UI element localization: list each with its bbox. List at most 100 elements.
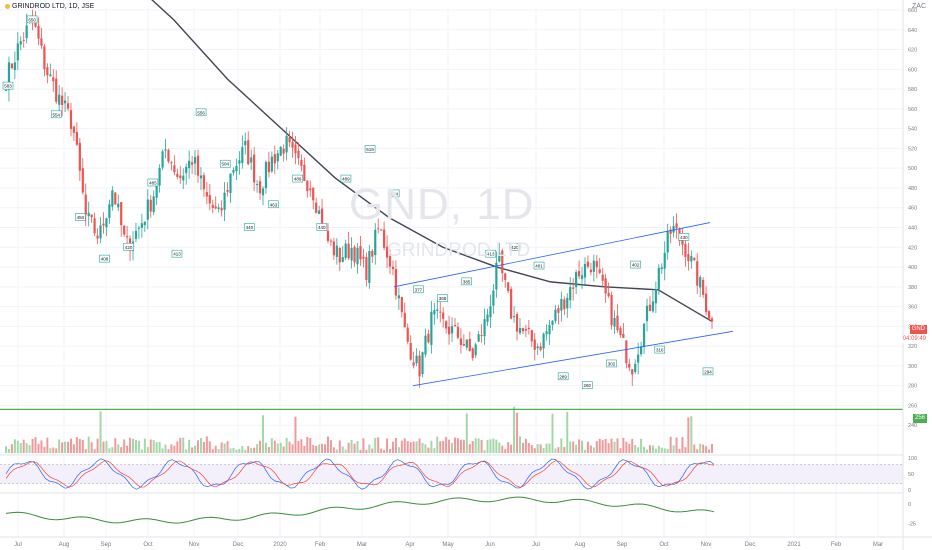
time-tick-label: 2021 xyxy=(787,542,801,548)
volume-bar xyxy=(22,439,25,453)
volume-bar xyxy=(583,449,586,453)
pivot-label-box xyxy=(171,249,183,258)
volume-bar xyxy=(69,438,72,453)
pivot-label-box xyxy=(147,178,159,187)
candle-body xyxy=(117,203,120,208)
pivot-label: 280 xyxy=(584,383,592,388)
pivot-label: 463 xyxy=(270,202,278,207)
pivot-label-box xyxy=(388,189,400,198)
candle-body xyxy=(406,327,409,342)
pivot-label: 420 xyxy=(511,245,519,250)
price-tick-label: 640 xyxy=(908,28,917,34)
candle-body xyxy=(226,189,229,192)
volume-bar xyxy=(105,440,108,453)
candle-body xyxy=(87,212,90,217)
candle-body xyxy=(690,256,693,262)
price-tick-label: 320 xyxy=(908,344,917,350)
volume-bar xyxy=(521,442,524,453)
candle-body xyxy=(58,94,61,105)
candle-body xyxy=(120,201,123,226)
volume-bar xyxy=(129,437,132,453)
candle-body xyxy=(93,218,96,234)
pivot-label-box xyxy=(340,174,352,183)
candle-body xyxy=(294,144,297,154)
volume-bar xyxy=(267,447,270,453)
candle-body xyxy=(261,188,265,196)
volume-bar xyxy=(362,438,365,453)
volume-bar xyxy=(291,444,294,453)
volume-bar xyxy=(72,444,75,453)
moving-average xyxy=(151,0,713,323)
time-tick-label: Sep xyxy=(617,542,628,548)
candle-body xyxy=(99,225,102,239)
candle-body xyxy=(362,256,365,259)
stoch-d-line xyxy=(5,460,715,488)
volume-bar xyxy=(356,441,359,453)
volume-bar xyxy=(572,441,575,453)
pivot-label: 504 xyxy=(221,162,229,167)
symbol-icon xyxy=(5,3,10,9)
candle-body xyxy=(155,185,158,198)
volume-bar xyxy=(436,436,439,453)
volume-bar xyxy=(329,440,332,453)
candle-body xyxy=(229,173,232,194)
candle-body xyxy=(13,62,16,71)
price-tick-label: 440 xyxy=(908,226,917,232)
candle-body xyxy=(16,43,19,61)
volume-bar xyxy=(324,444,327,453)
volume-bar xyxy=(669,436,672,453)
candle-body xyxy=(158,167,161,186)
volume-bar xyxy=(610,438,613,453)
volume-bar xyxy=(285,437,288,453)
candle-body xyxy=(687,254,690,261)
candle-body xyxy=(409,343,412,360)
pivot-label-box xyxy=(678,233,690,241)
time-tick-label: Sep xyxy=(101,542,112,548)
candle-body xyxy=(161,151,164,168)
candle-body xyxy=(267,161,271,173)
volume-bar xyxy=(199,438,202,453)
volume-bar xyxy=(123,439,126,453)
pivot-label-box xyxy=(630,260,641,269)
volume-bar xyxy=(152,440,155,453)
candle-body xyxy=(704,293,708,313)
candle-body xyxy=(315,202,318,213)
candle-body xyxy=(19,41,22,45)
volume-bar xyxy=(137,440,140,453)
volume-bar xyxy=(146,447,149,453)
candle-body xyxy=(383,229,386,248)
candle-body xyxy=(536,346,539,349)
stoch-tick-label: 0 xyxy=(908,488,911,494)
candle-body xyxy=(510,289,513,319)
volume-bar xyxy=(451,442,454,453)
candle-body xyxy=(291,141,294,148)
candle-body xyxy=(433,310,436,315)
volume-bar xyxy=(194,445,197,453)
stoch-band xyxy=(0,464,903,484)
candle-body xyxy=(179,175,182,179)
volume-bar xyxy=(197,440,200,453)
candle-body xyxy=(586,261,590,267)
candle-body xyxy=(498,253,501,262)
volume-bar xyxy=(391,441,394,453)
pivot-label: 402 xyxy=(632,263,640,268)
volume-bar xyxy=(613,441,616,453)
pivot-label-box xyxy=(485,249,497,258)
volume-bar xyxy=(557,447,560,453)
volume-bar xyxy=(191,447,194,453)
price-tick-label: 400 xyxy=(908,265,917,271)
volume-bar xyxy=(651,445,654,453)
candle-body xyxy=(205,192,208,197)
candle-body xyxy=(480,335,483,337)
pivot-label: 556 xyxy=(197,110,205,115)
volume-bar xyxy=(250,447,253,453)
channel-lower-line xyxy=(412,330,734,387)
volume-bar xyxy=(619,448,622,453)
volume-bar xyxy=(261,415,264,453)
volume-bar xyxy=(439,441,442,453)
volume-bar xyxy=(412,441,415,453)
candle-body xyxy=(699,277,702,288)
volume-bar xyxy=(306,437,309,453)
candle-body xyxy=(255,184,259,186)
